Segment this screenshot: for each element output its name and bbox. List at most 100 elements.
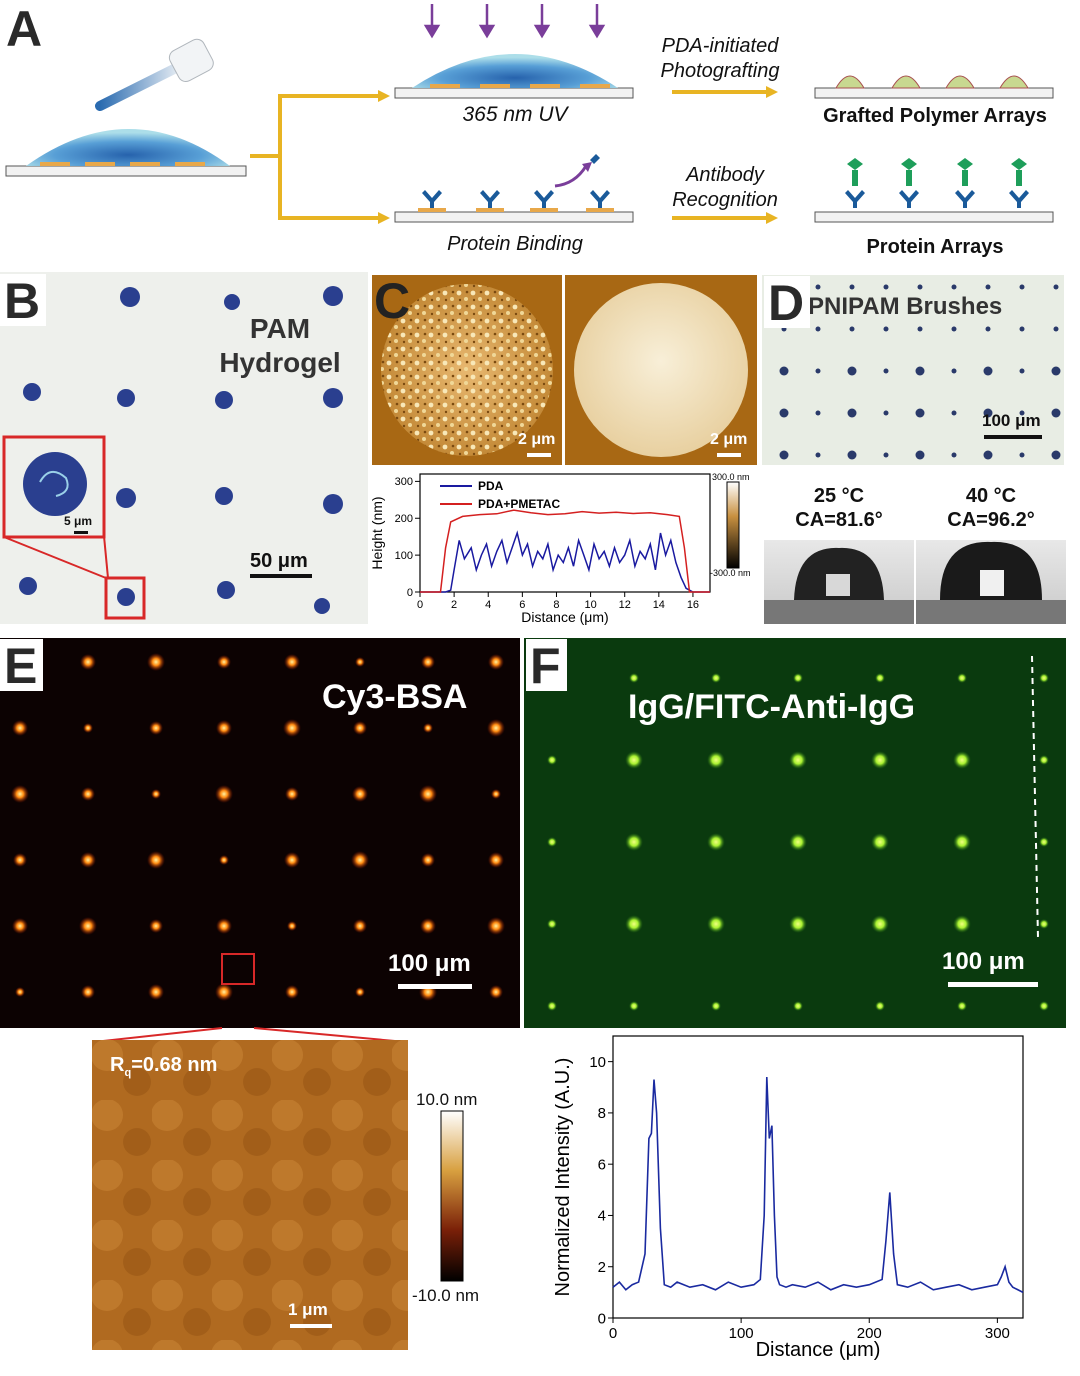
afm-colorbar: [440, 1110, 464, 1282]
panel-d-scale: 100 μm: [982, 411, 1041, 430]
panel-c-afm: 2 μm 2 μm: [372, 275, 757, 465]
protein-binding-label: Protein Binding: [447, 233, 583, 255]
array-dot: [1019, 368, 1025, 374]
x-tick-label: 2: [451, 599, 457, 611]
array-dot: [149, 919, 163, 933]
y-tick-label: 100: [395, 550, 413, 562]
array-dot: [871, 833, 889, 851]
array-dot: [79, 917, 97, 935]
array-dot: [871, 751, 889, 769]
array-dot: [625, 833, 643, 851]
afm-zoom-scale: 1 μm: [288, 1300, 328, 1319]
array-dot: [957, 673, 967, 683]
photografting-label: PDA-initiated Photografting: [660, 35, 780, 82]
array-dot: [1039, 1001, 1049, 1011]
array-dot: [847, 408, 857, 418]
array-dot: [847, 366, 857, 376]
array-dot: [285, 787, 299, 801]
array-dot: [151, 789, 161, 799]
array-dot: [815, 284, 821, 290]
colorbar: [726, 481, 740, 569]
array-dot: [147, 851, 165, 869]
panel-b-micrograph: PAM Hydrogel 50 μm 5 μm: [0, 272, 368, 624]
array-dot: [629, 673, 639, 683]
x-tick-label: 300: [985, 1325, 1010, 1342]
array-dot: [625, 915, 643, 933]
array-dot: [419, 785, 437, 803]
array-dot: [547, 1001, 557, 1011]
x-tick-label: 16: [687, 599, 699, 611]
anti-igg-icons: [847, 158, 1027, 186]
array-dot: [951, 410, 957, 416]
uv-label: 365 nm UV: [462, 103, 568, 126]
protein-arrays-label: Protein Arrays: [866, 236, 1004, 258]
array-dot: [871, 915, 889, 933]
panel-c-height-profile: 0 2 4 6 8 10 12 14 16 0 100 200 300 Distance (μm) Heig…: [370, 472, 751, 625]
x-tick-label: 0: [609, 1325, 617, 1342]
array-dot: [847, 450, 857, 460]
rq-label: Rq=0.68 nm: [110, 1054, 218, 1079]
array-dot: [883, 284, 889, 290]
array-dot: [915, 366, 925, 376]
antibody-icons: [422, 190, 610, 208]
panel-b-title: PAM Hydrogel: [219, 313, 341, 378]
array-dot: [917, 284, 923, 290]
array-dot: [779, 366, 789, 376]
plot-frame: [612, 1035, 1024, 1319]
array-dot: [951, 284, 957, 290]
array-dot: [883, 326, 889, 332]
x-axis-label: Distance (μm): [756, 1339, 881, 1361]
array-dot: [215, 785, 233, 803]
array-dot: [217, 655, 231, 669]
panel-e-afm-zoom: Rq=0.68 nm 1 μm: [92, 1040, 408, 1350]
contact-angle-25c: 25 °C CA=81.6°: [795, 485, 883, 531]
array-dot: [1019, 452, 1025, 458]
panel-d-title: PNIPAM Brushes: [808, 293, 1003, 320]
array-dot: [421, 655, 435, 669]
array-dot: [284, 852, 300, 868]
array-dot: [779, 450, 789, 460]
y-axis-label: Normalized Intensity (A.U.): [555, 1058, 574, 1297]
array-dot: [983, 366, 993, 376]
array-dot: [789, 915, 807, 933]
array-dot: [1039, 919, 1049, 929]
array-dot: [351, 851, 369, 869]
array-dot: [983, 450, 993, 460]
y-tick-label: 0: [598, 1310, 606, 1327]
panel-label-d: D: [764, 276, 811, 328]
y-tick-label: 2: [598, 1259, 606, 1276]
pipette-icon: [95, 38, 214, 111]
polymer-brush-icons: [835, 75, 1029, 89]
array-dot: [148, 984, 164, 1000]
array-dot: [849, 326, 855, 332]
array-dot: [1019, 410, 1025, 416]
array-dot: [285, 985, 299, 999]
array-dot: [487, 917, 505, 935]
y-axis-label: Height (nm): [370, 496, 385, 569]
array-dot: [883, 452, 889, 458]
array-dot: [215, 983, 233, 1001]
array-dot: [875, 1001, 885, 1011]
x-tick-label: 6: [519, 599, 525, 611]
panel-f-intensity-profile: 0 100 200 300 0 2 4 6 8 10 Distance (μm) Normalized…: [555, 1035, 1024, 1361]
array-dot: [883, 410, 889, 416]
colorbar-bottom-label: -300.0 nm: [710, 568, 751, 578]
series-line: [612, 1076, 1024, 1294]
colorbar-top-label: 300.0 nm: [712, 472, 750, 482]
array-dot: [353, 919, 367, 933]
array-dot: [81, 787, 95, 801]
array-dot: [81, 985, 95, 999]
panel-e-title: Cy3-BSA: [322, 678, 468, 716]
array-dot: [915, 450, 925, 460]
panel-c-scale-left: 2 μm: [518, 431, 556, 448]
array-dot: [711, 673, 721, 683]
array-dot: [421, 853, 435, 867]
x-tick-label: 100: [729, 1325, 754, 1342]
array-dot: [815, 368, 821, 374]
antibody-recognition-label: Antibody Recognition: [672, 164, 778, 211]
array-dot: [953, 915, 971, 933]
array-dot: [875, 673, 885, 683]
droplet-images: [764, 540, 1066, 624]
array-dot: [1051, 450, 1061, 460]
array-dot: [1053, 326, 1059, 332]
